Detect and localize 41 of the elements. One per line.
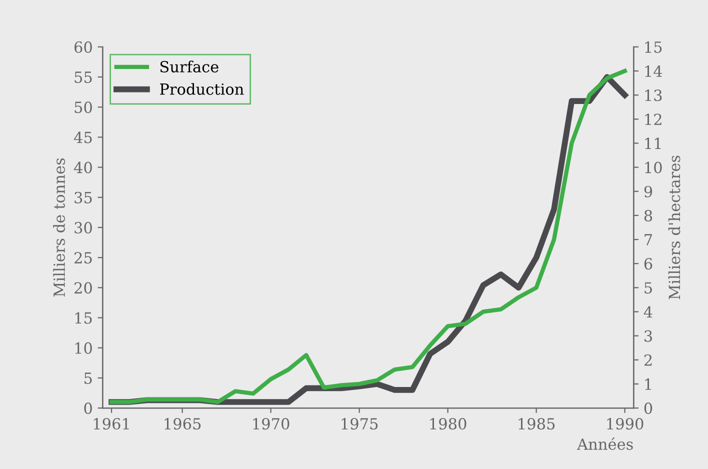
y2-tick-label: 9 [644, 186, 652, 198]
y2-axis-title: Milliers d'hectares [668, 156, 680, 300]
y-tick-label: 5 [84, 372, 92, 384]
x-tick-label: 1965 [164, 418, 201, 430]
legend-label: Production [160, 83, 244, 95]
x-tick-label: 1980 [430, 418, 466, 430]
y-tick-label: 35 [74, 192, 92, 204]
y-tick-label: 50 [74, 102, 92, 114]
x-tick-label: 1961 [94, 418, 129, 430]
y-tick-label: 55 [74, 72, 92, 84]
y2-tick-label: 7 [644, 234, 652, 246]
y-tick-label: 40 [74, 162, 92, 174]
y-tick-label: 25 [74, 252, 92, 264]
y2-tick-label: 14 [645, 65, 662, 77]
y-axis-title: Milliers de tonnes [53, 158, 65, 297]
y2-tick-label: 5 [644, 282, 652, 294]
y2-tick-label: 1 [645, 378, 651, 390]
y2-tick-label: 8 [644, 210, 652, 222]
legend-label: Surface [160, 60, 218, 72]
y2-tick-label: 11 [645, 138, 661, 150]
x-tick-label: 1975 [342, 418, 378, 430]
y2-tick-label: 6 [644, 258, 652, 270]
y-tick-label: 30 [74, 222, 92, 234]
y2-tick-label: 15 [645, 41, 662, 53]
y2-tick-label: 10 [645, 162, 662, 174]
y-tick-label: 0 [84, 402, 92, 414]
y-tick-label: 45 [74, 132, 92, 144]
x-tick-label: 1990 [607, 418, 644, 430]
y-tick-label: 60 [74, 41, 92, 53]
y2-tick-label: 4 [644, 306, 652, 318]
y2-tick-label: 12 [645, 114, 662, 125]
y-tick-label: 15 [75, 312, 92, 324]
y2-tick-label: 2 [644, 354, 652, 366]
x-tick-label: 1970 [253, 418, 290, 430]
x-tick-label: 1985 [518, 418, 555, 430]
y-tick-label: 20 [74, 282, 92, 294]
x-axis-title: Années [576, 437, 633, 450]
y2-tick-label: 13 [645, 90, 662, 102]
y-tick-label: 10 [75, 342, 92, 354]
y2-tick-label: 3 [644, 330, 652, 342]
y2-tick-label: 0 [644, 402, 652, 414]
